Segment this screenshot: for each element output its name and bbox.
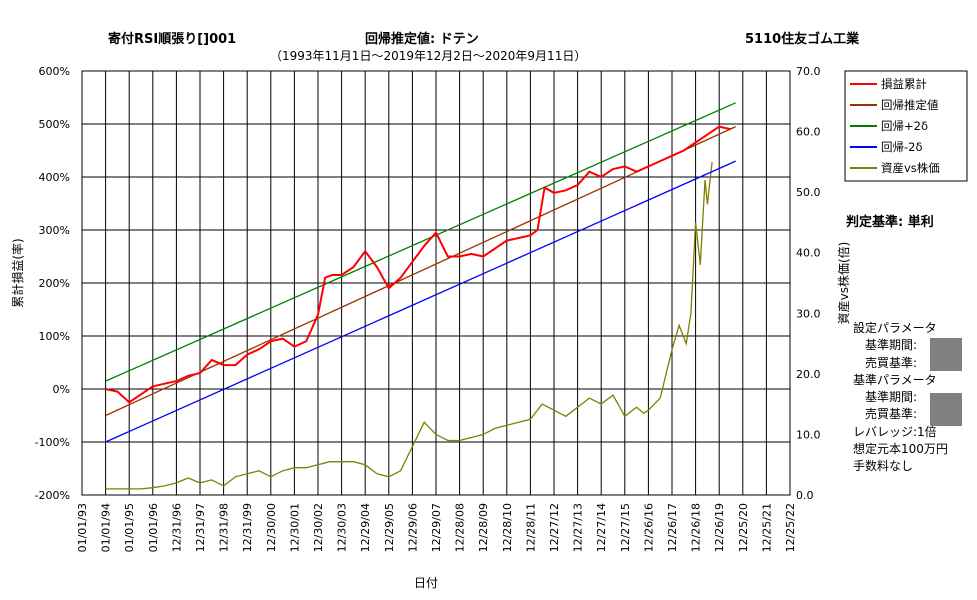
x-axis-title: 日付 <box>414 576 438 590</box>
x-tick-label: 12/30/02 <box>312 503 325 552</box>
hidden-value-box-2 <box>930 393 962 426</box>
fee-label: 手数料なし <box>853 459 914 474</box>
y-left-tick-label: 400% <box>39 171 70 184</box>
x-tick-label: 12/31/98 <box>218 503 231 552</box>
x-tick-label: 12/30/03 <box>336 503 349 552</box>
y-right-tick-label: 0.0 <box>796 489 814 502</box>
x-tick-label: 12/26/17 <box>666 503 679 552</box>
y-left-tick-label: -200% <box>35 489 70 502</box>
principal-label: 想定元本100万円 <box>853 442 948 457</box>
x-tick-label: 12/27/14 <box>595 503 608 552</box>
period-subtitle: （1993年11月1日～2019年12月2日～2020年9月11日） <box>270 49 587 63</box>
series-line-1 <box>105 125 732 404</box>
y-right-tick-label: 10.0 <box>796 428 821 441</box>
series-line-4 <box>105 160 736 443</box>
x-tick-label: 01/01/96 <box>147 503 160 552</box>
x-tick-label: 12/26/16 <box>642 503 655 552</box>
y-right-tick-label: 50.0 <box>796 186 821 199</box>
y-right-tick-label: 60.0 <box>796 126 821 139</box>
series-line-3 <box>105 102 736 382</box>
x-tick-label: 12/27/13 <box>572 503 585 552</box>
stock-title: 5110住友ゴム工業 <box>745 32 860 47</box>
x-tick-label: 01/01/95 <box>123 503 136 552</box>
x-tick-label: 12/26/18 <box>690 503 703 552</box>
legend-label: 回帰推定値 <box>881 98 939 112</box>
x-tick-label: 12/25/22 <box>784 503 797 552</box>
parameter-panel: 設定パラメータ 基準期間: 売買基準: 基準パラメータ 基準期間: 売買基準: … <box>853 320 948 476</box>
base-period-label-1: 基準期間: <box>865 338 918 353</box>
y-right-axis-title: 資産vs株価(倍) <box>836 242 851 325</box>
setting-params-label: 設定パラメータ <box>853 321 937 335</box>
x-tick-label: 12/31/97 <box>194 503 207 552</box>
judge-criteria: 判定基準: 単利 <box>846 215 934 230</box>
y-right-tick-label: 40.0 <box>796 247 821 260</box>
y-left-tick-label: 100% <box>39 330 70 343</box>
y-right-tick-label: 70.0 <box>796 65 821 78</box>
x-tick-label: 12/27/15 <box>619 503 632 552</box>
x-tick-label: 12/28/09 <box>477 503 490 552</box>
y-left-tick-label: 500% <box>39 118 70 131</box>
x-tick-label: 01/01/94 <box>100 503 113 552</box>
x-tick-label: 12/29/04 <box>359 503 372 552</box>
trade-base-label-1: 売買基準: <box>865 355 918 370</box>
y-left-axis-title: 累計損益(率) <box>10 238 25 307</box>
x-tick-label: 12/29/07 <box>430 503 443 552</box>
y-left-tick-label: 200% <box>39 277 70 290</box>
method-title: 回帰推定値: ドテン <box>365 32 479 47</box>
base-params-label: 基準パラメータ <box>853 372 937 387</box>
y-right-tick-label: 20.0 <box>796 368 821 381</box>
legend-label: 回帰-2δ <box>881 140 923 154</box>
x-tick-label: 12/29/06 <box>406 503 419 552</box>
legend-label: 資産vs株価 <box>881 161 940 175</box>
x-tick-label: 01/01/93 <box>76 503 89 552</box>
hidden-value-box-1 <box>930 338 962 371</box>
x-tick-label: 12/31/96 <box>170 503 183 552</box>
x-tick-label: 12/30/00 <box>265 503 278 552</box>
series-line-5 <box>105 161 713 490</box>
x-tick-label: 12/28/11 <box>524 503 537 552</box>
y-left-tick-label: 300% <box>39 224 70 237</box>
base-period-label-2: 基準期間: <box>865 390 918 405</box>
x-tick-label: 12/28/08 <box>454 503 467 552</box>
y-right-tick-label: 30.0 <box>796 307 821 320</box>
leverage-label: レバレッジ:1倍 <box>853 424 937 439</box>
series-line-2 <box>105 126 736 417</box>
x-tick-label: 12/25/20 <box>737 503 750 552</box>
legend-label: 回帰+2δ <box>881 119 928 133</box>
x-tick-label: 12/30/01 <box>288 503 301 552</box>
x-tick-label: 12/29/05 <box>383 503 396 552</box>
x-tick-label: 12/31/99 <box>241 503 254 552</box>
strategy-title: 寄付RSI順張り[]001 <box>108 32 237 47</box>
x-tick-label: 12/25/21 <box>760 503 773 552</box>
x-tick-label: 12/26/19 <box>713 503 726 552</box>
legend-label: 損益累計 <box>881 77 927 91</box>
y-left-tick-label: -100% <box>35 436 70 449</box>
x-tick-label: 12/27/12 <box>548 503 561 552</box>
x-tick-label: 12/28/10 <box>501 503 514 552</box>
y-left-tick-label: 0% <box>53 383 70 396</box>
y-left-tick-label: 600% <box>39 65 70 78</box>
trade-base-label-2: 売買基準: <box>865 407 918 422</box>
